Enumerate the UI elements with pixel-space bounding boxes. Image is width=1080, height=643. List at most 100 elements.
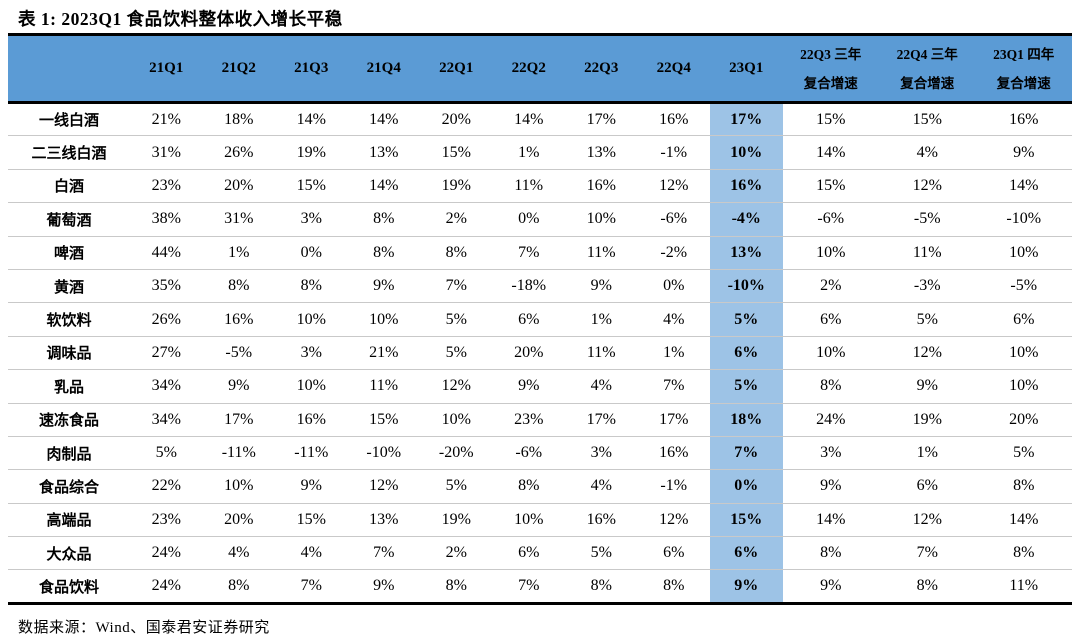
- table-cell-23q1-highlight: 5%: [710, 302, 783, 337]
- table-title: 表 1: 2023Q1 食品饮料整体收入增长平稳: [18, 9, 343, 29]
- table-row: 速冻食品 34% 17% 16% 15% 10% 23% 17% 17% 18% 24% 19% 20%: [8, 403, 1072, 437]
- table-cell: 38%: [130, 202, 203, 237]
- table-cell: 2%: [420, 536, 493, 571]
- row-label: 食品饮料: [38, 579, 99, 596]
- table-cell: 19%: [420, 503, 493, 538]
- table-cell: 1%: [202, 236, 275, 270]
- column-header-23q1: 23Q1: [710, 34, 783, 104]
- table-cell: 14%: [275, 102, 348, 137]
- table-row: 软饮料 26% 16% 10% 10% 5% 6% 1% 4% 5% 6% 5% 6%: [8, 302, 1072, 337]
- table-cell: 3%: [782, 436, 879, 471]
- table-cell: 10%: [975, 336, 1072, 371]
- table-cell: 7%: [518, 577, 540, 595]
- table-cell: 10%: [975, 369, 1072, 404]
- row-label: 速冻食品: [8, 403, 130, 437]
- table-cell: 19%: [275, 135, 348, 170]
- table-cell: 6%: [492, 536, 565, 571]
- column-header-22q2: 22Q2: [492, 34, 565, 104]
- table-cell: 14%: [782, 503, 879, 538]
- table-cell: 6%: [782, 302, 879, 337]
- table-cell: 17%: [565, 102, 638, 137]
- table-cell: 14%: [492, 102, 565, 137]
- header-row: 21Q1 21Q2 21Q3 21Q4 22Q1 22Q2 22Q3 22Q4 23Q1 22Q3…: [8, 34, 1072, 104]
- table-cell: 8%: [590, 577, 612, 595]
- table-cell-23q1-highlight: 17%: [710, 102, 783, 137]
- table-row: 食品饮料 24% 8% 7% 9% 8% 7% 8% 8% 9% 9% 8% 11%: [8, 569, 1072, 604]
- table-cell: 31%: [130, 135, 203, 170]
- table-row: 大众品 24% 4% 4% 7% 2% 6% 5% 6% 6% 8% 7% 8%: [8, 536, 1072, 571]
- table-cell: 8%: [445, 577, 467, 595]
- column-header-line: 23Q1 四年: [993, 46, 1055, 62]
- table-cell-23q1-highlight: 5%: [710, 369, 783, 404]
- table-cell: 16%: [565, 503, 638, 538]
- table-cell: 20%: [202, 169, 275, 204]
- table-cell-23q1-highlight: 6%: [710, 536, 783, 571]
- table-cell-23q1-highlight: 6%: [710, 336, 783, 371]
- column-header-line: 复合增速: [900, 75, 955, 91]
- table-cell: 10%: [202, 469, 275, 504]
- table-cell: 11%: [879, 236, 976, 270]
- table-cell: 14%: [975, 169, 1072, 204]
- row-label: 调味品: [8, 336, 130, 371]
- table-cell: 15%: [879, 102, 976, 137]
- table-cell: 44%: [130, 236, 203, 270]
- table-cell: 15%: [782, 102, 879, 137]
- table-row: 食品综合 22% 10% 9% 12% 5% 8% 4% -1% 0% 9% 6% 8%: [8, 469, 1072, 504]
- table-cell: 17%: [637, 403, 710, 437]
- column-header-cagr-22q4: 22Q4 三年 复合增速: [879, 34, 976, 104]
- table-cell: 3%: [275, 336, 348, 371]
- table-cell: 13%: [347, 135, 420, 170]
- row-label: 肉制品: [8, 436, 130, 471]
- table-cell: 8%: [275, 269, 348, 304]
- table-cell-23q1-highlight: -4%: [710, 202, 783, 237]
- table-cell: 9%: [820, 577, 842, 595]
- table-cell: 34%: [130, 369, 203, 404]
- table-cell-23q1-highlight: 18%: [710, 403, 783, 437]
- column-header-21q1: 21Q1: [130, 34, 203, 104]
- table-cell-23q1-highlight: 16%: [710, 169, 783, 204]
- table-cell: 4%: [879, 135, 976, 170]
- table-cell: 14%: [347, 169, 420, 204]
- table-cell: 16%: [975, 102, 1072, 137]
- table-cell: 1%: [879, 436, 976, 471]
- column-header-line: 22Q4 三年: [896, 46, 958, 62]
- table-row: 一线白酒 21% 18% 14% 14% 20% 14% 17% 16% 17% 15% 15% 16%: [8, 102, 1072, 137]
- table-cell: 10%: [565, 202, 638, 237]
- table-cell: 15%: [782, 169, 879, 204]
- table-row: 白酒 23% 20% 15% 14% 19% 11% 16% 12% 16% 15% 12% 14%: [8, 169, 1072, 204]
- table-cell: 0%: [637, 269, 710, 304]
- table-cell: 23%: [492, 403, 565, 437]
- table-cell: 7%: [879, 536, 976, 571]
- table-cell: 9%: [975, 135, 1072, 170]
- table-cell: 14%: [782, 135, 879, 170]
- table-cell: -18%: [492, 269, 565, 304]
- table-cell: 10%: [492, 503, 565, 538]
- table-cell: 27%: [130, 336, 203, 371]
- table-cell: 9%: [879, 369, 976, 404]
- table-cell: 23%: [130, 169, 203, 204]
- table-cell: 15%: [420, 135, 493, 170]
- table-cell: 7%: [300, 577, 322, 595]
- table-cell: -11%: [275, 436, 348, 471]
- table-cell: 20%: [202, 503, 275, 538]
- table-cell: 24%: [130, 536, 203, 571]
- table-row: 乳品 34% 9% 10% 11% 12% 9% 4% 7% 5% 8% 9% 10%: [8, 369, 1072, 404]
- column-header-22q3: 22Q3: [565, 34, 638, 104]
- table-cell: 10%: [782, 236, 879, 270]
- table-cell-23q1-highlight: 10%: [710, 135, 783, 170]
- data-source-note: 数据来源：Wind、国泰君安证券研究: [18, 620, 270, 636]
- table-cell: -2%: [637, 236, 710, 270]
- table-cell-23q1-highlight: -10%: [710, 269, 783, 304]
- table-cell: 24%: [151, 577, 181, 595]
- table-cell: 8%: [420, 236, 493, 270]
- table-cell: 10%: [782, 336, 879, 371]
- table-cell: -1%: [637, 135, 710, 170]
- table-cell: 9%: [275, 469, 348, 504]
- column-header-22q1: 22Q1: [420, 34, 493, 104]
- row-label: 黄酒: [8, 269, 130, 304]
- table-cell: 12%: [637, 169, 710, 204]
- table-cell: 11%: [565, 236, 638, 270]
- row-label: 软饮料: [8, 302, 130, 337]
- table-cell: 20%: [975, 403, 1072, 437]
